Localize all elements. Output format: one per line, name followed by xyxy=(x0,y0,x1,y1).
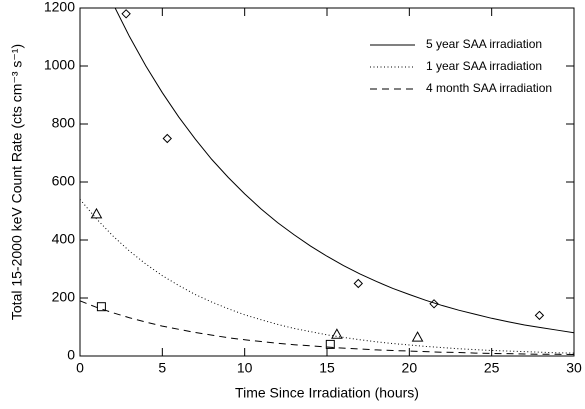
marker xyxy=(534,310,545,321)
y-tick-label: 400 xyxy=(52,231,76,247)
legend-label: 1 year SAA irradiation xyxy=(426,59,542,73)
x-tick-label: 20 xyxy=(402,360,418,376)
marker xyxy=(411,331,424,342)
legend-label: 4 month SAA irradiation xyxy=(426,81,552,95)
y-tick-label: 200 xyxy=(52,289,76,305)
marker xyxy=(325,339,335,349)
x-axis-label: Time Since Irradiation (hours) xyxy=(235,385,419,401)
y-tick-label: 600 xyxy=(52,173,76,189)
x-tick-label: 15 xyxy=(319,360,335,376)
y-axis-label: Total 15-2000 keV Count Rate (cts cm⁻³ s… xyxy=(9,44,25,320)
marker xyxy=(162,133,172,144)
x-tick-label: 0 xyxy=(76,360,84,376)
marker xyxy=(121,9,131,19)
y-tick-label: 1200 xyxy=(44,0,75,15)
x-tick-label: 25 xyxy=(484,360,500,376)
marker xyxy=(90,207,103,219)
y-tick-label: 1000 xyxy=(44,57,75,73)
curve xyxy=(114,8,574,334)
marker xyxy=(353,278,363,289)
x-tick-label: 10 xyxy=(237,360,253,376)
curve xyxy=(80,199,574,354)
marker xyxy=(96,302,106,312)
y-tick-label: 0 xyxy=(67,347,75,363)
x-tick-label: 30 xyxy=(566,360,582,376)
x-tick-label: 5 xyxy=(158,360,166,376)
legend-label: 5 year SAA irradiation xyxy=(426,37,542,51)
y-tick-label: 800 xyxy=(52,115,76,131)
curve xyxy=(80,300,574,356)
marker xyxy=(331,328,343,339)
marker xyxy=(429,299,439,309)
